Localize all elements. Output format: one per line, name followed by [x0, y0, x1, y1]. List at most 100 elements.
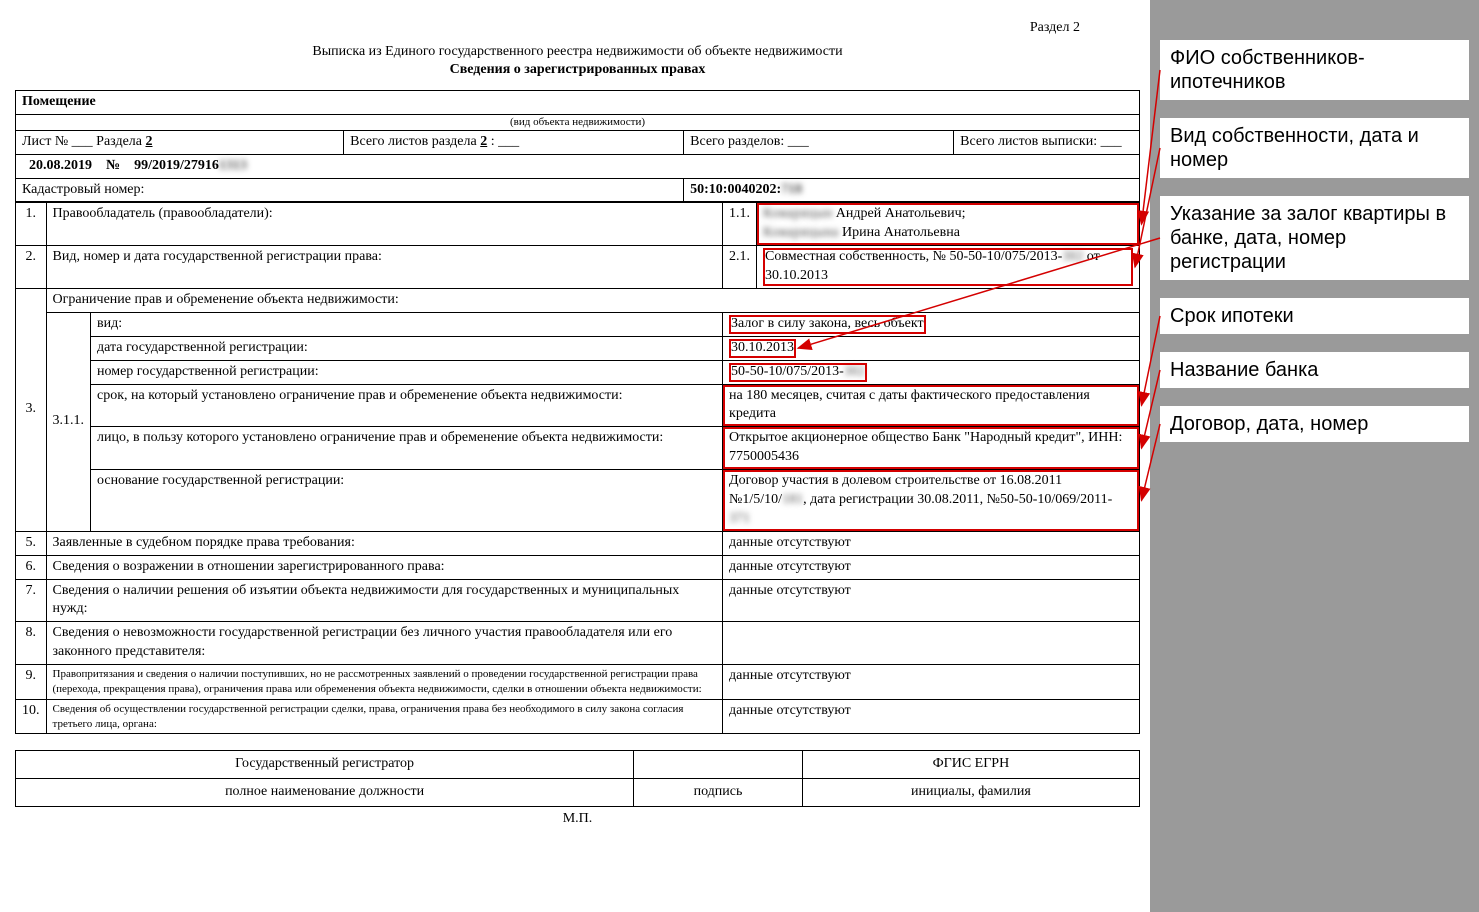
row-9-num: 9. [16, 665, 47, 700]
ownership-blur: 302 [1062, 249, 1083, 264]
row-7-val: данные отсутствуют [723, 579, 1140, 622]
footer-c3: ФГИС ЕГРН [802, 751, 1139, 779]
total-sections: Всего разделов: ___ [684, 130, 954, 154]
owners-cell: Комарицын Андрей Анатольевич; Комарицына… [757, 203, 1140, 246]
r3-num-label: номер государственной регистрации: [91, 360, 723, 384]
doc-title-2: Сведения о зарегистрированных правах [15, 62, 1140, 78]
stamp-mp: М.П. [15, 811, 1140, 827]
cadastral-value: 50:10:0040202: [690, 182, 781, 197]
row-3-num: номер государственной регистрации: 50-50… [16, 360, 1140, 384]
sheet-label: Лист № ___ Раздела [22, 134, 146, 149]
pledge-num-highlight: 50-50-10/075/2013-302 [729, 363, 867, 382]
footer-d1: полное наименование должности [16, 779, 634, 807]
annotation-contract: Договор, дата, номер [1160, 406, 1469, 442]
cadastral-blur: 718 [781, 182, 802, 197]
row-3-date: дата государственной регистрации: 30.10.… [16, 336, 1140, 360]
owner1-surname: Комарицын [763, 206, 836, 221]
row-3-benef: лицо, в пользу которого установлено огра… [16, 427, 1140, 470]
row-2-num: 2. [16, 246, 47, 289]
doc-title-1: Выписка из Единого государственного реес… [15, 44, 1140, 60]
page-root: Раздел 2 Выписка из Единого государствен… [0, 0, 1479, 912]
pledge-type-highlight: Залог в силу закона, весь объект [729, 315, 926, 334]
term-highlight: на 180 месяцев, считая с даты фактическо… [723, 384, 1140, 427]
annotation-ownership: Вид собственности, дата и номер [1160, 118, 1469, 178]
row-9-val: данные отсутствуют [723, 665, 1140, 700]
ownership-highlight: Совместная собственность, № 50-50-10/075… [763, 248, 1133, 286]
object-header: Помещение [16, 91, 1140, 115]
row-6-label: Сведения о возражении в отношении зареги… [46, 555, 723, 579]
row-1: 1. Правообладатель (правообладатели): 1.… [16, 203, 1140, 246]
cadastral-label: Кадастровый номер: [16, 178, 684, 202]
row-5-val: данные отсутствуют [723, 531, 1140, 555]
owner2-surname: Комарицына [763, 225, 842, 240]
row-8: 8. Сведения о невозможности государствен… [16, 622, 1140, 665]
meta-reg-blur: 1313 [219, 158, 247, 173]
meta-row-1: Лист № ___ Раздела 2 Всего листов раздел… [16, 130, 1140, 154]
r3-date-val-cell: 30.10.2013 [723, 336, 1140, 360]
row-2-val-cell: Совместная собственность, № 50-50-10/075… [757, 246, 1140, 289]
annotation-bank: Название банка [1160, 352, 1469, 388]
sheet-section: 2 [146, 134, 153, 149]
row-3-num: 3. [16, 288, 47, 531]
owner2-name: Ирина Анатольевна [842, 225, 960, 240]
row-9: 9. Правопритязания и сведения о наличии … [16, 665, 1140, 700]
meta-row-2: 20.08.2019 № 99/2019/279161313 [16, 154, 1140, 178]
cadastral-row: Кадастровый номер: 50:10:0040202:718 [16, 178, 1140, 202]
row-8-label: Сведения о невозможности государственной… [46, 622, 723, 665]
basis-blur: 181 [782, 492, 803, 507]
annotation-pledge: Указание за залог квартиры в банке, дата… [1160, 196, 1469, 280]
row-10-val: данные отсутствуют [723, 699, 1140, 734]
meta-num-prefix: № [106, 158, 120, 173]
total-sheets-label: Всего листов раздела [350, 134, 480, 149]
row-7-label: Сведения о наличии решения об изъятии об… [46, 579, 723, 622]
owner1-name: Андрей Анатольевич; [836, 206, 966, 221]
row-3-basis: основание государственной регистрации: Д… [16, 470, 1140, 532]
pledge-date-highlight: 30.10.2013 [729, 339, 796, 358]
row-3-term: срок, на который установлено ограничение… [16, 384, 1140, 427]
section-number: Раздел 2 [15, 20, 1140, 36]
row-6-val: данные отсутствуют [723, 555, 1140, 579]
basis-blur2: 371 [729, 511, 750, 526]
annotations-sidebar: ФИО собственников-ипотечников Вид собств… [1150, 0, 1479, 912]
meta-date: 20.08.2019 [29, 158, 92, 173]
row-2-sub: 2.1. [723, 246, 757, 289]
document-area: Раздел 2 Выписка из Единого государствен… [0, 0, 1150, 847]
r3-term-label: срок, на который установлено ограничение… [91, 384, 723, 427]
row-3-sub: 3.1.1. [46, 312, 91, 531]
bank-highlight: Открытое акционерное общество Банк "Наро… [723, 427, 1140, 470]
footer-c1: Государственный регистратор [16, 751, 634, 779]
r3-type-label: вид: [91, 312, 723, 336]
object-type-caption: (вид объекта недвижимости) [16, 114, 1140, 130]
row-1-num: 1. [16, 203, 47, 246]
row-3-type: 3.1.1. вид: Залог в силу закона, весь об… [16, 312, 1140, 336]
row-3-head-label: Ограничение прав и обременение объекта н… [46, 288, 1140, 312]
row-9-label: Правопритязания и сведения о наличии пос… [46, 665, 723, 700]
contract-highlight: Договор участия в долевом строительстве … [723, 470, 1140, 532]
r3-type-val-cell: Залог в силу закона, весь объект [723, 312, 1140, 336]
basis-tail: , дата регистрации 30.08.2011, №50-50-10… [803, 492, 1112, 507]
pledge-num-text: 50-50-10/075/2013- [731, 364, 844, 379]
row-5: 5. Заявленные в судебном порядке права т… [16, 531, 1140, 555]
row-1-label: Правообладатель (правообладатели): [46, 203, 723, 246]
r3-benef-label: лицо, в пользу которого установлено огра… [91, 427, 723, 470]
main-table: Помещение (вид объекта недвижимости) Лис… [15, 90, 1140, 202]
annotation-term: Срок ипотеки [1160, 298, 1469, 334]
row-10: 10. Сведения об осуществлении государств… [16, 699, 1140, 734]
row-6: 6. Сведения о возражении в отношении зар… [16, 555, 1140, 579]
pledge-num-blur: 302 [844, 364, 865, 379]
footer-d3: инициалы, фамилия [802, 779, 1139, 807]
rights-table: 1. Правообладатель (правообладатели): 1.… [15, 202, 1140, 734]
r3-date-label: дата государственной регистрации: [91, 336, 723, 360]
row-6-num: 6. [16, 555, 47, 579]
row-1-sub: 1.1. [723, 203, 757, 246]
row-8-num: 8. [16, 622, 47, 665]
footer-d2: подпись [634, 779, 803, 807]
row-7: 7. Сведения о наличии решения об изъятии… [16, 579, 1140, 622]
row-5-num: 5. [16, 531, 47, 555]
row-10-num: 10. [16, 699, 47, 734]
r3-basis-label: основание государственной регистрации: [91, 470, 723, 532]
annotation-owners: ФИО собственников-ипотечников [1160, 40, 1469, 100]
row-3-head: 3. Ограничение прав и обременение объект… [16, 288, 1140, 312]
row-7-num: 7. [16, 579, 47, 622]
row-2-label: Вид, номер и дата государственной регист… [46, 246, 723, 289]
